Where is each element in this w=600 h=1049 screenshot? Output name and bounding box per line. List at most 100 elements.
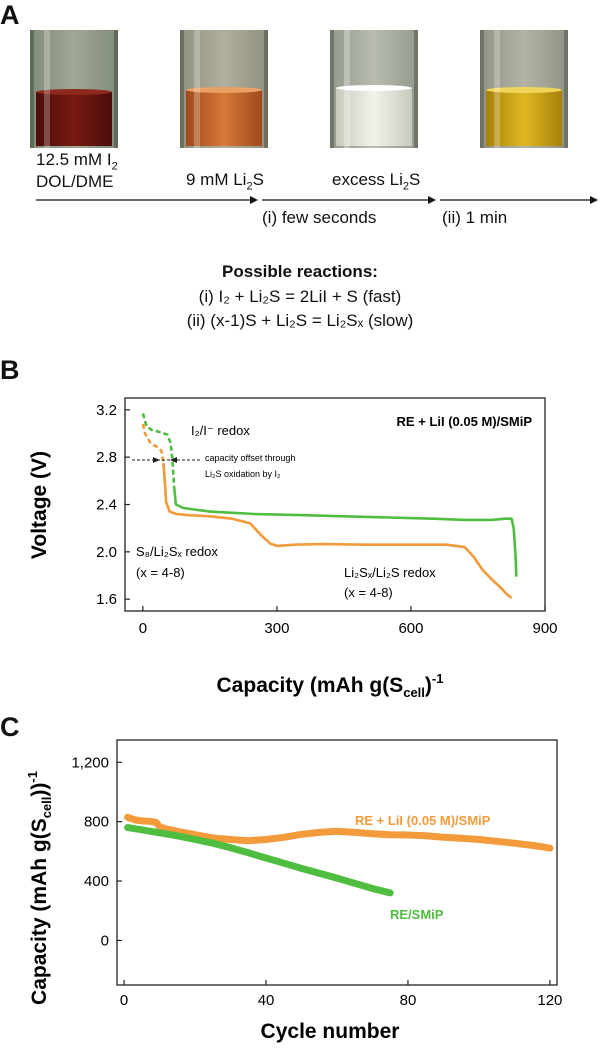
chart-b-legend-text: RE + LiI (0.05 M)/SMiP [397, 414, 533, 429]
annotation-s8-range: (x = 4-8) [136, 565, 185, 580]
capacity-point-0 [298, 831, 305, 838]
chart-c-ytick-label: 1,200 [71, 754, 109, 771]
capacity-point-0 [387, 831, 394, 838]
vial-3-svg [330, 30, 418, 148]
capacity-point-0 [529, 842, 536, 849]
capacity-point-0 [156, 823, 163, 831]
chart-c-ytick-label: 0 [101, 932, 109, 949]
panel-b-letter: B [0, 355, 20, 385]
li2s-label-post: S [252, 170, 264, 189]
li2s-label-sub: 2 [246, 180, 253, 193]
capacity-point-1 [369, 885, 376, 892]
i2-label-main: 12.5 mM I [36, 150, 112, 169]
arrow-3-head [590, 196, 598, 204]
chart-b-xlabel-end: ) [425, 674, 432, 697]
panel-c-letter: C [0, 712, 20, 742]
chart-c-ytick-label: 400 [84, 873, 109, 890]
vial-4-svg [480, 30, 568, 148]
chart-b-ytick-label: 2.8 [96, 449, 117, 466]
reactions-title: Possible reactions: [222, 262, 378, 281]
capacity-point-0 [422, 832, 429, 839]
capacity-point-0 [333, 828, 341, 835]
capacity-point-1 [191, 836, 199, 843]
vial-photo-2 [180, 30, 268, 148]
chart-b-frame [124, 397, 546, 612]
capacity-point-0 [138, 817, 145, 825]
chart-b-xtick-label: 600 [398, 620, 423, 637]
chart-b-xlabel-sub: cell [403, 685, 425, 700]
reaction-i: (i) I₂ + Li₂S = 2LiI + S (fast) [198, 287, 402, 306]
vial-3-label: excess Li2S [332, 170, 420, 192]
capacity-point-0 [493, 838, 500, 845]
vial-1-label: 12.5 mM I2 [36, 150, 118, 172]
excess-label-pre: excess Li [332, 170, 403, 189]
annotation-offset-1: capacity offset through [205, 453, 295, 463]
vial-2-svg [180, 30, 268, 148]
discharge-curve-dashed-1 [141, 413, 176, 487]
capacity-point-0 [245, 837, 252, 844]
annotation-s8: S₈/Li₂Sₓ redox [136, 544, 218, 559]
chart-b-ticks: 0 300 600 900 1.6 2.0 2.4 2.8 3.2 [96, 402, 557, 637]
chart-b-ylabel: Voltage (V) [28, 451, 51, 559]
vial-photo-4 [480, 30, 568, 148]
annotation-li2sx-range: (x = 4-8) [344, 585, 393, 600]
chart-c-xtick-label: 120 [537, 992, 562, 1009]
capacity-point-1 [209, 840, 216, 847]
annotation-li2sx: Li₂Sₓ/Li₂S redox [344, 565, 436, 580]
capacity-point-0 [131, 816, 138, 824]
chart-b-ytick-label: 2.4 [96, 497, 117, 514]
chart-c-ylabel-sup: -1 [25, 771, 40, 783]
discharge-curve-dashed-0 [141, 423, 167, 487]
reaction-ii: (ii) (x-1)S + Li₂S = Li₂Sₓ (slow) [186, 311, 414, 330]
i2-label-sub: 2 [111, 160, 118, 173]
capacity-series-1 [124, 824, 394, 897]
chart-c-series [124, 813, 554, 897]
chart-c-ylabel-end: )) [28, 783, 51, 797]
capacity-point-1 [298, 865, 305, 872]
process-arrows [36, 196, 598, 204]
legend-lii-label: RE + LiI (0.05 M)/SMiP [355, 813, 491, 828]
chart-c-ylabel: Capacity (mAh g(Scell))-1 [25, 771, 54, 1005]
offset-arrows [132, 457, 200, 463]
capacity-point-0 [546, 844, 554, 852]
excess-label-sub: 2 [402, 180, 409, 193]
chart-b-series [141, 413, 518, 600]
annotation-offset-2: Li₂S oxidation by I₂ [205, 469, 281, 479]
vial-2-label: 9 mM Li2S [186, 170, 264, 192]
chart-c-xtick-label: 80 [400, 992, 417, 1009]
capacity-point-0 [152, 819, 160, 826]
legend-re-label: RE/SMiP [390, 907, 444, 922]
capacity-point-0 [475, 836, 483, 843]
capacity-point-0 [404, 831, 412, 839]
capacity-point-1 [387, 889, 394, 897]
capacity-point-0 [351, 829, 358, 836]
chart-b-ytick-label: 3.2 [96, 402, 117, 419]
cycling-chart: 0 40 80 120 0 400 800 1,200 RE + LiI (0.05 M)/S… [25, 739, 562, 1043]
chart-c-ytick-label: 800 [84, 814, 109, 831]
capacity-point-0 [369, 830, 376, 837]
capacity-point-0 [511, 840, 518, 847]
vial-photo-1 [30, 30, 118, 148]
capacity-point-0 [539, 843, 546, 851]
capacity-point-0 [124, 814, 131, 821]
discharge-curve-solid-1 [172, 486, 518, 577]
chart-c-xlabel: Cycle number [261, 1020, 400, 1043]
capacity-point-0 [262, 836, 270, 843]
li2s-label-pre: 9 mM Li [186, 170, 247, 189]
chart-b-xlabel: Capacity (mAh g(Scell)-1 [217, 671, 444, 700]
capacity-point-1 [124, 824, 131, 831]
chart-b-ytick-label: 2.0 [96, 544, 117, 561]
annotation-i2-redox: I₂/I⁻ redox [191, 423, 250, 438]
capacity-point-1 [138, 826, 145, 833]
panel-a-letter: A [0, 0, 20, 30]
chart-c-ylabel-main: Capacity (mAh g(S [28, 818, 51, 1005]
capacity-point-1 [174, 832, 181, 839]
excess-label-post: S [409, 170, 421, 189]
step-ii-label: (ii) 1 min [442, 208, 508, 227]
arrow-1-head [250, 196, 258, 204]
solvent-label: DOL/DME [36, 172, 114, 191]
voltage-chart: 0 300 600 900 1.6 2.0 2.4 2.8 3.2 RE + LiI (0.05… [28, 397, 558, 700]
chart-b-xlabel-main: Capacity (mAh g(S [217, 674, 404, 697]
chart-c-xtick-label: 0 [120, 992, 128, 1009]
capacity-point-0 [145, 818, 153, 825]
